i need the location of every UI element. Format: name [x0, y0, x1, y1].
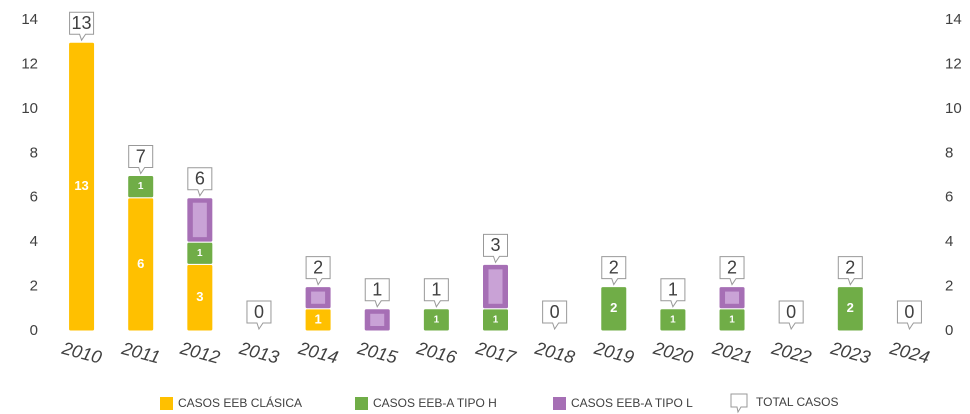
bar-segment — [659, 308, 687, 332]
total-label: 1 — [431, 280, 441, 300]
value-label: 1 — [493, 315, 499, 326]
total-label: 2 — [609, 257, 619, 277]
value-label: 1 — [314, 311, 321, 326]
total-callout — [719, 256, 745, 286]
legend-swatch — [160, 397, 173, 410]
legend-label: CASOS EEB-A TIPO H — [373, 396, 497, 410]
x-tick-label: 2015 — [355, 338, 401, 368]
x-tick-label: 2010 — [59, 338, 104, 368]
total-callout — [246, 300, 272, 331]
total-label: 0 — [786, 302, 796, 322]
y2-tick-label: 12 — [945, 55, 962, 72]
y-tick-label: 14 — [21, 11, 38, 28]
y-tick-label: 6 — [30, 189, 38, 206]
bar-segment — [422, 308, 450, 332]
total-label: 13 — [72, 13, 92, 33]
bar-segment — [68, 41, 96, 332]
total-callout — [187, 167, 213, 197]
legend-swatch — [730, 393, 748, 414]
x-tick-label: 2018 — [532, 338, 577, 368]
bar-segment-inner — [311, 291, 326, 304]
y2-tick-label: 4 — [945, 233, 953, 250]
y-tick-label: 0 — [30, 322, 38, 339]
total-callout — [69, 11, 95, 42]
total-callout — [128, 145, 154, 175]
value-label: 6 — [137, 256, 144, 271]
total-callout — [364, 278, 390, 308]
total-label: 3 — [490, 235, 500, 255]
legend-label: CASOS EEB CLÁSICA — [178, 395, 302, 410]
legend-swatch — [553, 397, 566, 410]
y-tick-label: 2 — [30, 278, 38, 295]
bar-segment — [600, 286, 628, 332]
x-tick-label: 2019 — [591, 338, 636, 368]
bar-segment-inner — [192, 202, 207, 238]
x-tick-label: 2016 — [414, 338, 460, 368]
total-label: 0 — [550, 302, 560, 322]
x-tick-label: 2024 — [887, 338, 932, 368]
x-tick-label: 2014 — [296, 338, 341, 368]
legend-label: CASOS EEB-A TIPO L — [571, 396, 693, 410]
total-callout — [660, 278, 686, 308]
value-label: 13 — [74, 178, 88, 193]
value-label: 2 — [847, 300, 854, 315]
y-tick-label: 4 — [30, 233, 38, 250]
total-callout — [483, 233, 508, 264]
total-callout — [423, 278, 449, 308]
total-callout — [896, 300, 922, 331]
total-label: 1 — [668, 280, 678, 300]
total-label: 2 — [727, 257, 737, 277]
value-label: 1 — [729, 315, 735, 326]
x-tick-label: 2021 — [709, 338, 754, 368]
total-label: 1 — [372, 280, 382, 300]
value-label: 1 — [138, 181, 144, 192]
x-tick-label: 2020 — [650, 338, 695, 368]
legend-swatch — [355, 397, 368, 410]
y-tick-label: 8 — [30, 144, 38, 161]
value-label: 1 — [197, 248, 203, 259]
total-callout — [837, 256, 863, 286]
total-label: 7 — [136, 146, 146, 166]
total-label: 2 — [845, 257, 855, 277]
y-tick-label: 10 — [21, 100, 38, 117]
x-tick-label: 2013 — [236, 338, 281, 368]
value-label: 2 — [610, 300, 617, 315]
total-label: 0 — [904, 302, 914, 322]
y2-tick-label: 8 — [945, 144, 953, 161]
total-callout — [305, 256, 331, 286]
total-label: 2 — [313, 257, 323, 277]
bar-segment — [836, 286, 864, 332]
y2-tick-label: 6 — [945, 189, 953, 206]
value-label: 3 — [196, 289, 203, 304]
bar-segment — [127, 175, 155, 199]
y2-tick-label: 2 — [945, 278, 953, 295]
bar-segment-inner — [725, 291, 740, 304]
total-label: 6 — [195, 168, 205, 188]
value-label: 1 — [670, 315, 676, 326]
y2-tick-label: 0 — [945, 322, 953, 339]
x-tick-label: 2011 — [119, 338, 163, 368]
legend-label: TOTAL CASOS — [756, 395, 838, 409]
total-callout — [778, 300, 804, 331]
bar-segment-inner — [370, 313, 385, 326]
x-tick-label: 2023 — [828, 338, 873, 368]
y2-tick-label: 14 — [945, 11, 962, 28]
total-callout — [601, 256, 627, 286]
x-tick-label: 2017 — [473, 338, 519, 368]
x-tick-label: 2022 — [769, 338, 814, 368]
x-tick-label: 2012 — [177, 338, 222, 368]
y2-tick-label: 10 — [945, 100, 962, 117]
y-tick-label: 12 — [21, 55, 38, 72]
total-callout — [542, 300, 568, 331]
bar-segment-inner — [488, 269, 503, 304]
total-label: 0 — [254, 302, 264, 322]
value-label: 1 — [434, 315, 440, 326]
